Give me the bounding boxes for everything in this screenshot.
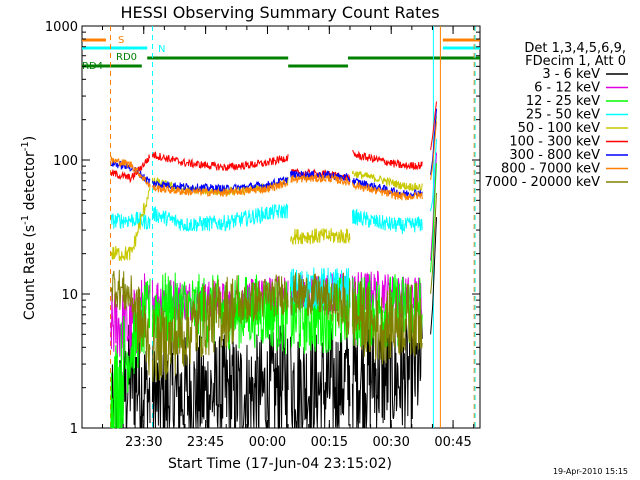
x-tick-label: 00:15 [311,435,348,450]
x-tick-label: 00:00 [249,435,286,450]
plot-area [81,25,481,429]
y-label-superscript: -1 [20,215,31,225]
flag-label-rd0: RD0 [116,52,137,63]
x-tick-label: 23:45 [187,435,224,450]
series-line-6 [110,101,437,184]
mode-lines [110,26,476,428]
x-tick-label: 23:30 [125,435,162,450]
y-label-mid: detector [22,151,38,215]
axes: 23:30 23:45 00:00 00:15 00:30 00:45 1 10 100 1000 [45,20,480,450]
legend-label-1: 3 - 6 keV [542,67,600,82]
chart-title: HESSI Observing Summary Count Rates [120,3,439,22]
y-tick-label: 1000 [45,20,78,35]
y-label-superscript-2: -1 [20,141,31,151]
legend-label-4: 25 - 50 keV [526,108,600,123]
timestamp: 19-Apr-2010 15:15 [553,467,628,476]
legend-header-line-2: FDecim 1, Att 0 [525,54,626,69]
legend-label-2: 6 - 12 keV [534,81,600,96]
y-axis-label: Count Rate (s-1 detector-1) [20,136,38,320]
y-label-main: Count Rate (s [22,225,38,320]
legend-label-7: 300 - 800 keV [509,148,600,163]
legend-label-9: 7000 - 20000 keV [485,175,601,190]
flag-bars: S N RD0 RD4 [82,35,480,72]
series-lines [110,101,437,430]
legend: Det 1,3,4,5,6,9, FDecim 1, Att 0 3 - 6 k… [485,41,628,190]
legend-label-5: 50 - 100 keV [518,121,601,136]
series-line-1 [110,217,437,430]
legend-label-3: 12 - 25 keV [526,94,600,109]
plot-frame [81,25,481,429]
x-tick-label: 00:30 [372,435,409,450]
y-tick-label: 10 [61,288,78,303]
legend-header-line-1: Det 1,3,4,5,6,9, [524,41,626,56]
series-line-8 [110,121,437,201]
legend-label-6: 100 - 300 keV [509,135,600,150]
x-axis-label: Start Time (17-Jun-04 23:15:02) [168,456,392,472]
y-tick-label: 100 [53,154,78,169]
flag-label-n: N [158,44,165,55]
series-line-7 [110,108,437,199]
y-label-end: ) [22,136,38,141]
flag-label-s: S [118,35,124,46]
legend-label-8: 800 - 7000 keV [501,162,600,177]
flag-label-rd4: RD4 [82,61,103,72]
y-tick-label: 1 [70,422,78,437]
series-line-9 [110,192,437,383]
x-tick-label: 00:45 [434,435,471,450]
